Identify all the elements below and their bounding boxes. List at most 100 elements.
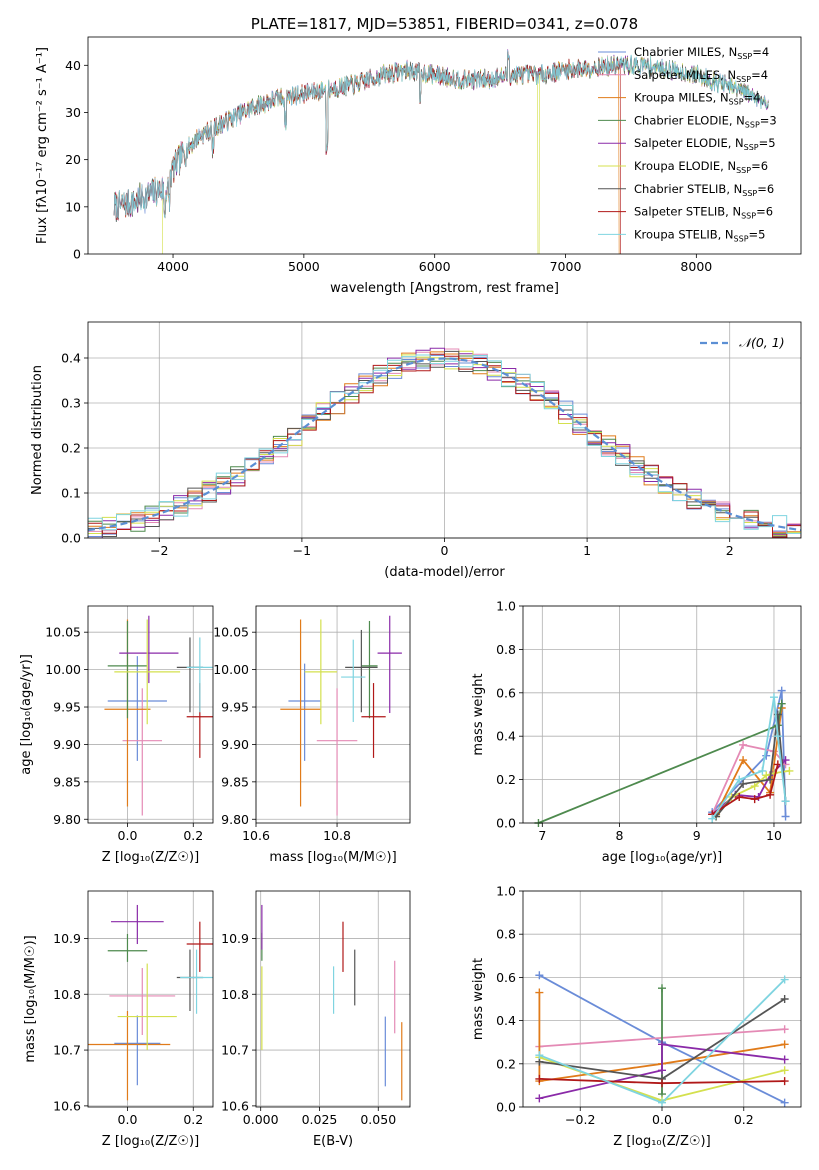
x-tick-label: −1 — [293, 543, 311, 558]
x-tick-label: −0.2 — [565, 1112, 595, 1127]
y-tick-label: 0 — [73, 247, 81, 262]
y-tick-label: 0.6 — [496, 970, 516, 985]
data-point-marker — [769, 693, 778, 702]
data-point-marker — [739, 756, 748, 765]
y-tick-label: 0.0 — [61, 531, 81, 546]
data-point-marker — [708, 814, 717, 823]
y-tick-label: 9.80 — [53, 812, 81, 827]
y-tick-label: 0.0 — [496, 1100, 516, 1115]
mass-weight-line — [711, 696, 787, 820]
x-tick-label: 0.000 — [243, 1112, 279, 1127]
data-point-marker — [535, 988, 544, 997]
axes-frame — [522, 605, 802, 824]
x-tick-label: 0.0 — [652, 1112, 672, 1127]
legend-entry: Salpeter ELODIE, NSSP=5 — [634, 136, 776, 152]
x-axis-label: Z [log₁₀(Z/Z☉)] — [102, 850, 199, 865]
y-tick-label: 9.95 — [221, 700, 249, 715]
y-tick-label: 0.0 — [496, 816, 516, 831]
histogram-line — [88, 354, 801, 538]
y-tick-label: 0.8 — [496, 642, 516, 657]
data-point-marker — [780, 1025, 789, 1034]
y-tick-label: 0.4 — [61, 351, 81, 366]
x-axis-label: (data-model)/error — [384, 565, 505, 580]
legend-entry: 𝒩(0, 1) — [739, 335, 785, 350]
y-tick-label: 9.95 — [53, 700, 81, 715]
x-axis-label: Z [log₁₀(Z/Z☉)] — [613, 1134, 710, 1149]
y-tick-label: 30 — [65, 105, 81, 120]
mass-weight-line — [538, 992, 785, 1083]
data-point-marker — [781, 756, 790, 765]
data-point-marker — [766, 790, 775, 799]
residuals-panel: −2 −1 0 1 2 0.0 0.1 0.2 0.3 0.4 (data-model)/error… — [30, 321, 802, 580]
data-point-marker — [758, 766, 767, 775]
x-axis-label: mass [log₁₀(M/M☉)] — [269, 850, 396, 865]
mass_vs_Z-panel: 0.0 0.2 10.6 10.7 10.8 10.9 Z [log₁₀(Z/Z☉)] mas… — [23, 890, 214, 1149]
age_vs_mass-panel: 10.6 10.8 9.80 9.85 9.90 9.95 10.00 10.05 mass [… — [213, 605, 411, 865]
data-point-marker — [750, 795, 759, 804]
histogram-line — [88, 353, 801, 538]
spectrum-title: PLATE=1817, MJD=53851, FIBERID=0341, z=0… — [251, 15, 638, 33]
legend-entry: Chabrier STELIB, NSSP=6 — [634, 182, 774, 198]
x-axis-label: E(B-V) — [313, 1134, 353, 1149]
x-tick-label: 0.2 — [734, 1112, 754, 1127]
y-tick-label: 10.9 — [53, 931, 81, 946]
x-tick-label: 10.6 — [242, 828, 270, 843]
y-tick-label: 0.4 — [496, 1013, 516, 1028]
x-tick-label: 7 — [538, 828, 546, 843]
legend-entry: Kroupa ELODIE, NSSP=6 — [634, 159, 768, 175]
axes-frame — [255, 890, 411, 1108]
x-tick-label: 10 — [766, 828, 782, 843]
y-tick-label: 0.2 — [496, 772, 516, 787]
x-tick-label: 7000 — [550, 259, 582, 274]
y-tick-label: 0.2 — [496, 1056, 516, 1071]
x-tick-label: 0 — [441, 543, 449, 558]
y-axis-label: Flux [fλ10⁻¹⁷ erg cm⁻² s⁻¹ A⁻¹] — [35, 47, 50, 244]
x-tick-label: −2 — [150, 543, 168, 558]
y-axis-label: age [log₁₀(age/yr)] — [19, 654, 34, 775]
data-point-marker — [735, 792, 744, 801]
y-tick-label: 0.8 — [496, 927, 516, 942]
x-tick-label: 0.025 — [302, 1112, 338, 1127]
mass-weight-line — [715, 707, 783, 815]
x-axis-label: age [log₁₀(age/yr)] — [602, 850, 723, 865]
data-point-marker — [658, 1098, 666, 1107]
x-tick-label: 1 — [583, 543, 591, 558]
data-point-marker — [658, 984, 666, 993]
y-tick-label: 0.6 — [496, 685, 516, 700]
y-axis-label: mass weight — [471, 673, 486, 755]
data-point-marker — [762, 751, 771, 760]
y-tick-label: 10.6 — [53, 1098, 81, 1113]
legend-entry: Salpeter MILES, NSSP=4 — [634, 68, 768, 84]
axes-frame — [255, 605, 411, 824]
x-tick-label: 0.0 — [118, 1112, 138, 1127]
y-tick-label: 10.7 — [221, 1043, 249, 1058]
mass_vs_EBV-panel: 0.000 0.025 0.050 10.6 10.7 10.8 10.9 E(B-V) — [221, 890, 411, 1149]
data-point-marker — [780, 995, 789, 1003]
y-tick-label: 0.3 — [61, 396, 81, 411]
data-point-marker — [780, 975, 789, 984]
data-point-marker — [739, 740, 748, 749]
y-tick-label: 40 — [65, 58, 81, 73]
x-tick-label: 8 — [616, 828, 624, 843]
data-point-marker — [766, 775, 775, 784]
x-tick-label: 0.0 — [118, 828, 138, 843]
massweight_vs_age-panel: 7 8 9 10 0.0 0.2 0.4 0.6 0.8 1.0 age [log₁₀(age/yr… — [471, 599, 802, 865]
data-point-marker — [780, 1077, 789, 1086]
y-tick-label: 0.1 — [61, 486, 81, 501]
legend-entry: Chabrier ELODIE, NSSP=3 — [634, 113, 777, 129]
data-point-marker — [781, 812, 790, 821]
x-tick-label: 10.8 — [323, 828, 351, 843]
y-axis-label: Normed distribution — [30, 365, 45, 495]
age_vs_Z-panel: 0.0 0.2 9.80 9.85 9.90 9.95 10.00 10.05 Z [log₁₀… — [19, 605, 214, 865]
normal-curve — [87, 357, 802, 532]
spectrum-line — [113, 50, 769, 220]
data-point-marker — [762, 771, 771, 780]
axes-frame — [87, 605, 214, 824]
data-point-marker — [535, 1094, 544, 1103]
y-tick-label: 9.85 — [53, 774, 81, 789]
y-tick-label: 9.90 — [53, 737, 81, 752]
data-point-marker — [735, 775, 744, 784]
data-point-marker — [535, 1074, 544, 1083]
